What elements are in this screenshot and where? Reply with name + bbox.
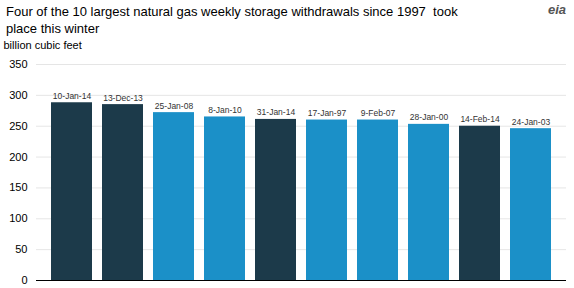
svg-text:billion cubic feet: billion cubic feet	[4, 39, 82, 51]
svg-text:17-Jan-97: 17-Jan-97	[308, 108, 347, 118]
svg-text:10-Jan-14: 10-Jan-14	[53, 91, 92, 101]
svg-text:150: 150	[9, 181, 27, 193]
svg-text:200: 200	[9, 151, 27, 163]
html-text:eia: eia	[547, 2, 566, 17]
svg-text:100: 100	[9, 212, 27, 224]
svg-text:28-Jan-00: 28-Jan-00	[410, 112, 449, 122]
svg-text:25-Jan-08: 25-Jan-08	[155, 101, 194, 111]
svg-text:13-Dec-13: 13-Dec-13	[103, 93, 143, 103]
svg-text:14-Feb-14: 14-Feb-14	[460, 114, 499, 124]
html-text:place this winter: place this winter	[6, 21, 100, 36]
svg-text:8-Jan-10: 8-Jan-10	[208, 105, 242, 115]
svg-text:0: 0	[21, 274, 27, 286]
svg-text:24-Jan-03: 24-Jan-03	[512, 117, 551, 127]
svg-text:250: 250	[9, 120, 27, 132]
svg-text:350: 350	[9, 58, 27, 70]
svg-text:31-Jan-14: 31-Jan-14	[257, 107, 296, 117]
svg-text:9-Feb-07: 9-Feb-07	[361, 108, 396, 118]
svg-text:300: 300	[9, 89, 27, 101]
svg-text:50: 50	[15, 243, 27, 255]
html-text:Four of the 10 largest natural: Four of the 10 largest natural gas weekl…	[6, 4, 458, 19]
